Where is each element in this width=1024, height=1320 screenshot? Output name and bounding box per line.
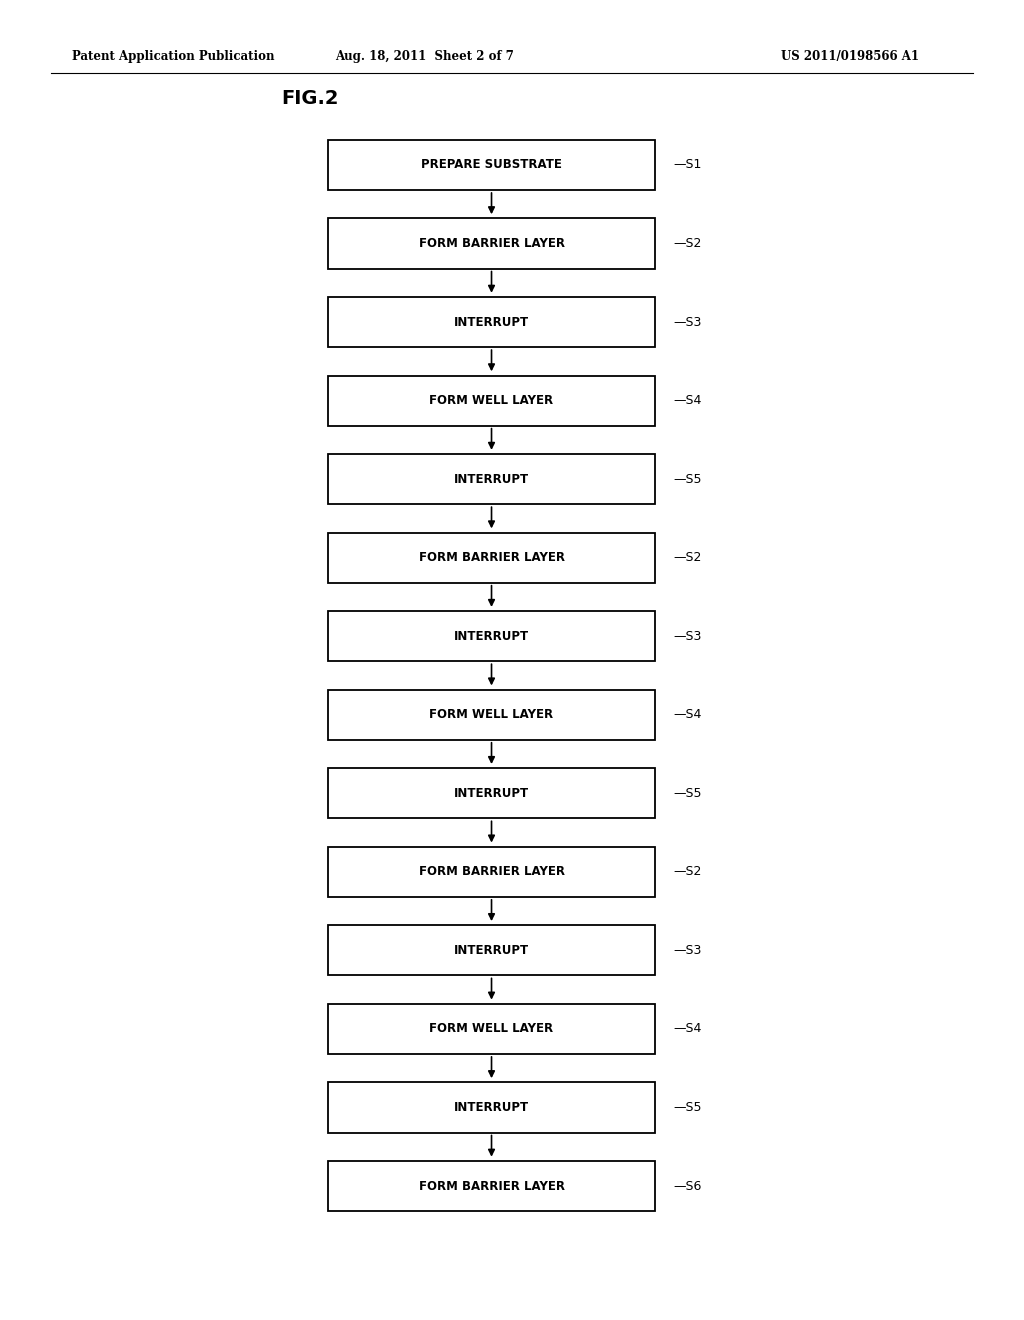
Bar — [328, 454, 655, 504]
Text: —S4: —S4 — [674, 709, 702, 721]
Text: INTERRUPT: INTERRUPT — [454, 944, 529, 957]
Bar — [328, 140, 655, 190]
Bar — [328, 297, 655, 347]
Text: —S5: —S5 — [674, 1101, 702, 1114]
Text: Patent Application Publication: Patent Application Publication — [72, 50, 274, 63]
Text: Aug. 18, 2011  Sheet 2 of 7: Aug. 18, 2011 Sheet 2 of 7 — [336, 50, 514, 63]
Text: FORM BARRIER LAYER: FORM BARRIER LAYER — [419, 552, 564, 564]
Text: PREPARE SUBSTRATE: PREPARE SUBSTRATE — [421, 158, 562, 172]
Text: —S5: —S5 — [674, 787, 702, 800]
Text: —S3: —S3 — [674, 944, 702, 957]
Bar — [328, 689, 655, 739]
Text: —S6: —S6 — [674, 1180, 702, 1192]
Text: —S3: —S3 — [674, 630, 702, 643]
Text: INTERRUPT: INTERRUPT — [454, 473, 529, 486]
Text: —S4: —S4 — [674, 395, 702, 407]
Text: FORM BARRIER LAYER: FORM BARRIER LAYER — [419, 1180, 564, 1192]
Bar — [328, 847, 655, 898]
Bar — [328, 375, 655, 425]
Text: —S2: —S2 — [674, 866, 702, 878]
Text: FORM BARRIER LAYER: FORM BARRIER LAYER — [419, 238, 564, 249]
Bar — [328, 925, 655, 975]
Bar — [328, 1162, 655, 1212]
Text: —S2: —S2 — [674, 238, 702, 249]
Text: —S5: —S5 — [674, 473, 702, 486]
Text: INTERRUPT: INTERRUPT — [454, 630, 529, 643]
Text: FORM BARRIER LAYER: FORM BARRIER LAYER — [419, 866, 564, 878]
Text: FORM WELL LAYER: FORM WELL LAYER — [429, 1023, 554, 1035]
Text: FORM WELL LAYER: FORM WELL LAYER — [429, 709, 554, 721]
Text: —S1: —S1 — [674, 158, 702, 172]
Text: FORM WELL LAYER: FORM WELL LAYER — [429, 395, 554, 407]
Text: INTERRUPT: INTERRUPT — [454, 315, 529, 329]
Text: INTERRUPT: INTERRUPT — [454, 1101, 529, 1114]
Bar — [328, 1003, 655, 1053]
Text: FIG.2: FIG.2 — [282, 90, 339, 108]
Text: US 2011/0198566 A1: US 2011/0198566 A1 — [781, 50, 919, 63]
Bar — [328, 1082, 655, 1133]
Text: —S4: —S4 — [674, 1023, 702, 1035]
Bar — [328, 611, 655, 661]
Bar — [328, 532, 655, 583]
Text: —S3: —S3 — [674, 315, 702, 329]
Text: —S2: —S2 — [674, 552, 702, 564]
Text: INTERRUPT: INTERRUPT — [454, 787, 529, 800]
Bar — [328, 218, 655, 269]
Bar — [328, 768, 655, 818]
